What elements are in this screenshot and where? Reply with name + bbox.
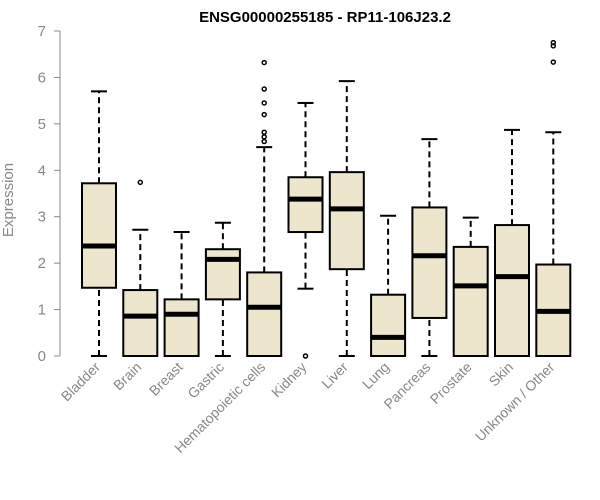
outlier-point	[261, 138, 267, 145]
y-tick-label: 7	[38, 23, 46, 40]
box-iqr	[163, 298, 200, 358]
chart-title: ENSG00000255185 - RP11-106J23.2	[199, 9, 451, 26]
box-group	[204, 221, 241, 357]
outlier-point	[302, 353, 309, 359]
outlier-point	[261, 100, 267, 106]
box-group	[411, 138, 448, 357]
box-iqr	[122, 289, 159, 358]
x-tick-label: Kidney	[268, 359, 310, 401]
outlier-point	[261, 59, 267, 66]
x-tick-label: Liver	[318, 359, 351, 392]
y-tick-label: 2	[38, 255, 46, 272]
y-axis: 0 1 2 3 4 5 6 7	[38, 23, 61, 365]
x-tick-label: Bladder	[58, 359, 104, 405]
box-group	[328, 80, 365, 357]
box-group	[287, 101, 324, 359]
outlier-point	[550, 39, 557, 46]
outlier-point	[261, 134, 267, 140]
outlier-point	[261, 111, 267, 118]
outlier-point	[550, 59, 557, 65]
x-tick-label: Skin	[486, 359, 517, 390]
box-group	[535, 39, 572, 357]
outlier-point	[261, 129, 267, 135]
box-iqr	[328, 171, 365, 271]
box-iqr	[494, 224, 530, 357]
box-group	[494, 128, 530, 357]
x-tick-label: Brain	[110, 359, 144, 393]
x-tick-label: Breast	[146, 359, 186, 399]
box-group	[370, 214, 407, 358]
y-tick-label: 3	[38, 209, 46, 226]
box-iqr	[246, 271, 283, 357]
box-group	[122, 179, 159, 358]
outlier-point	[137, 179, 144, 186]
y-tick-label: 0	[38, 348, 46, 365]
y-tick-label: 5	[38, 116, 46, 133]
x-tick-label: Prostate	[427, 359, 475, 407]
y-tick-label: 1	[38, 302, 46, 319]
y-tick-label: 4	[38, 162, 46, 179]
box-iqr	[204, 248, 241, 301]
box-group	[452, 216, 489, 357]
box-iqr	[287, 176, 324, 234]
box-group	[246, 59, 283, 357]
box-iqr	[452, 245, 489, 357]
box-iqr	[81, 182, 117, 289]
box-iqr	[411, 206, 448, 319]
box-group	[81, 90, 117, 357]
outlier-point	[261, 86, 267, 92]
y-tick-label: 6	[38, 69, 46, 86]
box-group	[163, 231, 200, 358]
y-axis-label: Expression	[0, 163, 17, 237]
box-iqr	[370, 293, 407, 358]
boxes-layer	[81, 39, 572, 359]
x-tick-label: Lung	[359, 359, 392, 392]
